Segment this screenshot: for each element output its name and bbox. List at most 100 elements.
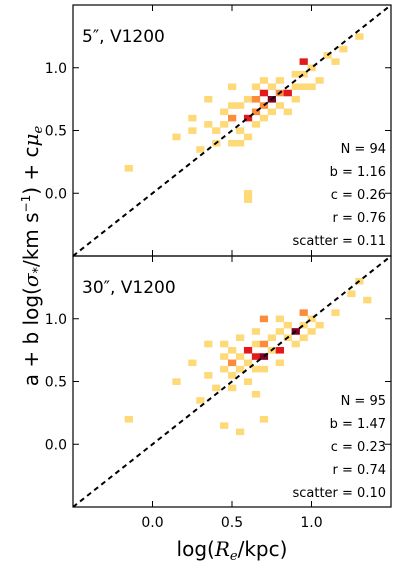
stat-n: N = 94 (341, 142, 386, 157)
heatmap-cell (275, 328, 284, 335)
heatmap-cell (291, 70, 300, 78)
panel-title-bottom: 30″, V1200 (82, 278, 176, 298)
heatmap-cell (307, 315, 316, 323)
x-tick-label: 0.5 (221, 515, 243, 531)
heatmap-cell (235, 353, 245, 360)
heatmap-cell (259, 340, 269, 348)
heatmap-cell (315, 321, 324, 329)
heatmap-cells-bottom (124, 277, 372, 436)
stats-box-top: N = 94 b = 1.16 c = 0.26 r = 0.76 scatte… (292, 142, 386, 249)
heatmap-cell (275, 77, 284, 84)
heatmap-cell (235, 139, 245, 147)
heatmap-cell (188, 127, 197, 134)
heatmap-cell (204, 121, 213, 128)
heatmap-cell (307, 64, 316, 72)
stat-c: c = 0.23 (331, 440, 386, 455)
one-to-one-line-top (73, 5, 391, 256)
heatmap-cell (235, 365, 245, 373)
heatmap-cell (251, 95, 261, 103)
heatmap-cell (243, 359, 253, 367)
heatmap-cell (172, 133, 181, 141)
y-tick-label: 1.0 (45, 61, 67, 77)
heatmap-cell (251, 328, 261, 335)
heatmap-cell (291, 340, 300, 348)
heatmap-cell (315, 77, 324, 84)
heatmap-cell (283, 108, 292, 116)
heatmap-cell (267, 334, 277, 342)
heatmap-cell (228, 102, 237, 109)
heatmap-cell (228, 114, 237, 122)
heatmap-cell (220, 422, 229, 429)
heatmap-cell (331, 58, 340, 65)
heatmap-cell (259, 416, 269, 423)
heatmap-cell (243, 378, 253, 385)
x-ticks: 0.0 0.5 1.0 (141, 5, 323, 531)
heatmap-cell (299, 83, 308, 91)
heatmap-cell (243, 133, 253, 141)
heatmap-cell (251, 390, 261, 398)
heatmap-cell (299, 309, 308, 316)
stat-b: b = 1.16 (330, 165, 386, 180)
heatmap-cell (228, 384, 237, 392)
heatmap-cell (259, 315, 269, 323)
heatmap-cell (188, 359, 197, 367)
heatmap-cells-top (124, 33, 364, 203)
heatmap-cell (220, 108, 229, 116)
stat-b: b = 1.47 (330, 417, 386, 432)
heatmap-cell (299, 334, 308, 342)
heatmap-cell (243, 114, 253, 122)
panel-bottom: 0.0 0.5 1.0 0.0 0.5 1.0 30″, V1200 N = 95 b … (45, 5, 392, 531)
y-tick-label: 1.0 (45, 312, 67, 328)
heatmap-cell (251, 340, 261, 348)
heatmap-cell (299, 70, 308, 78)
heatmap-cell (251, 353, 261, 360)
heatmap-cell (124, 416, 133, 423)
stat-r: r = 0.74 (333, 463, 386, 478)
heatmap-cell (259, 77, 269, 84)
stats-box-bottom: N = 95 b = 1.47 c = 0.23 r = 0.74 scatte… (292, 394, 386, 501)
heatmap-cell (291, 95, 300, 103)
heatmap-cell (347, 290, 356, 298)
stat-scatter: scatter = 0.10 (292, 486, 386, 501)
heatmap-cell (228, 139, 237, 147)
heatmap-cell (267, 108, 277, 116)
x-tick-label: 0.0 (141, 515, 163, 531)
y-axis-label: a + b log(σ*/km s−1) + cμe (19, 125, 46, 386)
heatmap-cell (243, 196, 253, 203)
heatmap-cell (228, 346, 237, 354)
stat-c: c = 0.26 (331, 188, 386, 203)
stat-r: r = 0.76 (333, 211, 386, 226)
x-tick-label: 1.0 (300, 515, 322, 531)
y-tick-label: 0.5 (45, 124, 67, 140)
heatmap-cell (259, 89, 269, 97)
panel-title-top: 5″, V1200 (82, 27, 165, 47)
heatmap-cell (339, 45, 348, 53)
heatmap-cell (251, 365, 261, 373)
heatmap-cell (204, 95, 213, 103)
heatmap-cell (283, 321, 292, 329)
heatmap-cell (196, 146, 205, 153)
x-axis-label: log(Re/kpc) (177, 537, 288, 564)
heatmap-cell (196, 397, 205, 404)
y-ticks-bottom: 0.0 0.5 1.0 (45, 312, 391, 453)
y-tick-label: 0.0 (45, 437, 67, 453)
heatmap-cell (172, 378, 181, 385)
heatmap-cell (275, 102, 284, 109)
heatmap-cell (235, 428, 245, 436)
heatmap-cell (124, 165, 133, 172)
heatmap-cell (299, 321, 308, 329)
heatmap-cell (212, 127, 221, 134)
heatmap-cell (331, 309, 340, 316)
heatmap-cell (307, 83, 316, 91)
heatmap-cell (243, 346, 253, 354)
heatmap-cell (220, 353, 229, 360)
heatmap-cell (212, 384, 221, 392)
heatmap-cell (251, 121, 261, 128)
heatmap-cell (235, 102, 245, 109)
stat-n: N = 95 (341, 394, 386, 409)
heatmap-cell (204, 340, 213, 348)
heatmap-cell (363, 296, 372, 304)
heatmap-cell (251, 83, 261, 91)
heatmap-cell (307, 328, 316, 335)
